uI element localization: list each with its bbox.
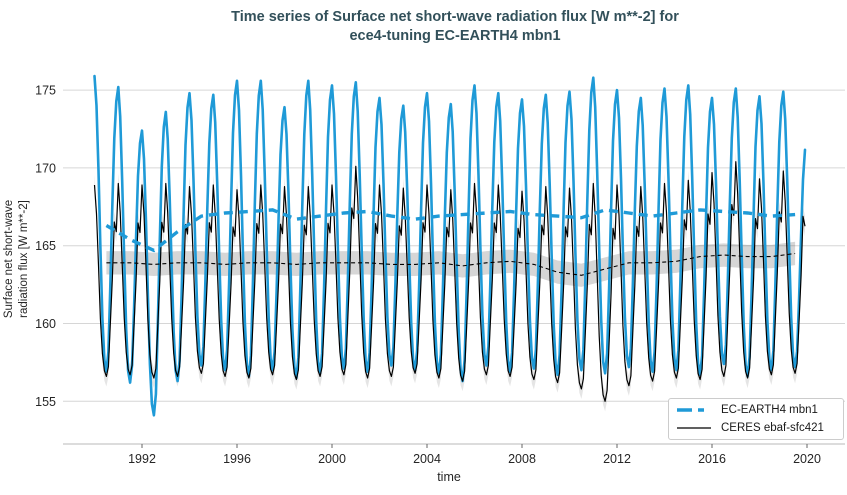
y-tick-label-170: 170 <box>35 161 56 175</box>
legend-entry-ec-earth4: EC-EARTH4 mbn1 <box>675 402 837 418</box>
x-tick-label-2020: 2020 <box>793 452 821 466</box>
chart-title-line2: ece4-tuning EC-EARTH4 mbn1 <box>349 28 561 44</box>
legend-box: EC-EARTH4 mbn1 CERES ebaf-sfc421 <box>668 398 844 440</box>
ceres-line-sample <box>677 427 711 429</box>
legend-entry-ceres: CERES ebaf-sfc421 <box>675 420 837 436</box>
x-tick-label-2012: 2012 <box>603 452 631 466</box>
y-tick-label-155: 155 <box>35 395 56 409</box>
x-tick-label-2016: 2016 <box>698 452 726 466</box>
x-tick-label-2008: 2008 <box>508 452 536 466</box>
x-tick-label-2000: 2000 <box>318 452 346 466</box>
legend-label-ceres: CERES ebaf-sfc421 <box>721 422 824 434</box>
legend-label-ec-earth4: EC-EARTH4 mbn1 <box>721 404 818 416</box>
ec-earth4-monthly-line <box>93 74 807 417</box>
ec-earth4-line-sample <box>677 408 711 412</box>
ec-earth4-running-mean-line <box>105 208 796 253</box>
x-tick-label-1992: 1992 <box>128 452 156 466</box>
y-tick-label-175: 175 <box>35 84 56 98</box>
ceres-monthly-line <box>93 161 806 402</box>
x-tick-label-2004: 2004 <box>413 452 441 466</box>
y-tick-label-160: 160 <box>35 317 56 331</box>
ceres-running-mean-line <box>106 252 796 276</box>
x-tick-label-1996: 1996 <box>223 452 251 466</box>
x-axis-label: time <box>437 470 461 484</box>
chart-title: Time series of Surface net short-wave ra… <box>63 8 847 46</box>
chart-title-line1: Time series of Surface net short-wave ra… <box>231 9 679 25</box>
y-tick-label-165: 165 <box>35 239 56 253</box>
